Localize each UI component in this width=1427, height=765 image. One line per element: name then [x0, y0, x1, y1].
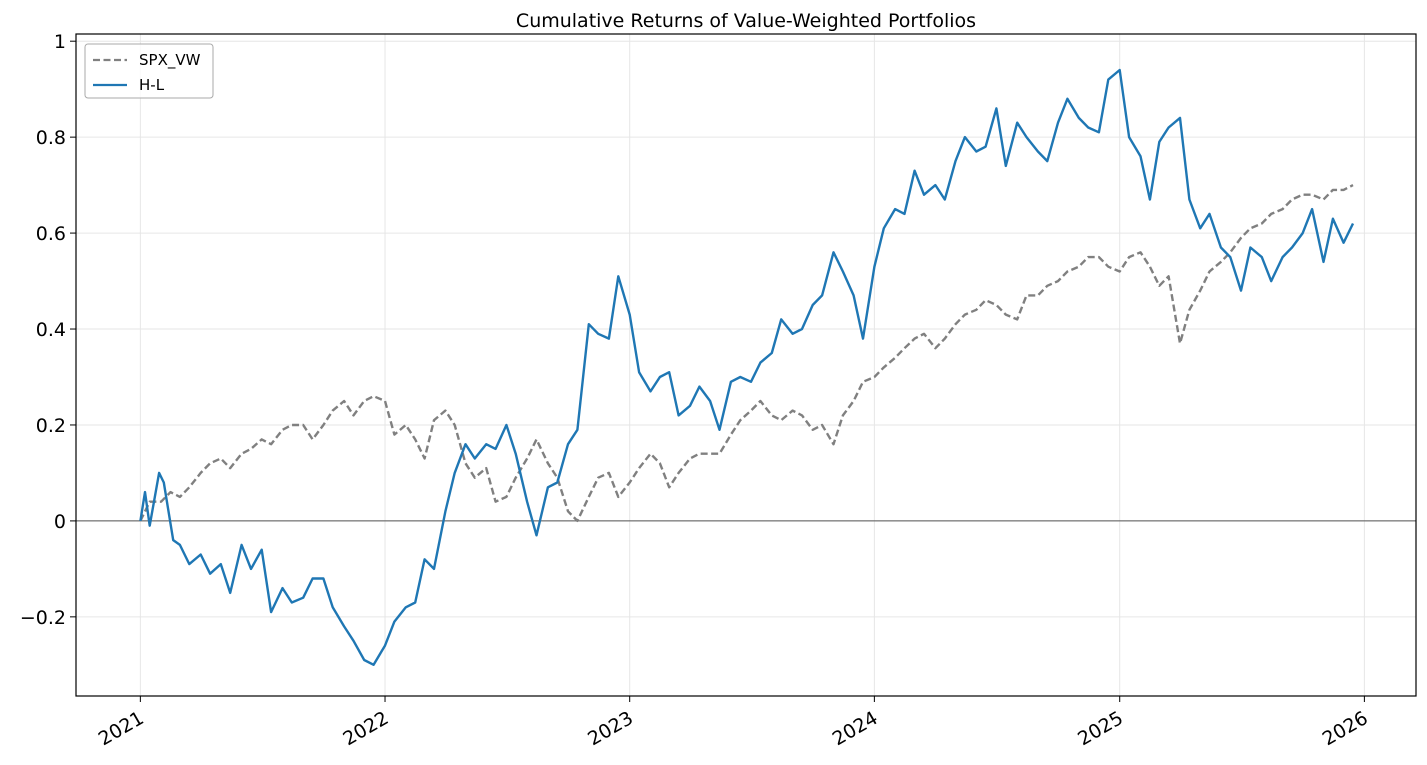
y-tick-label: 0 [54, 511, 66, 533]
y-tick-label: 1 [54, 31, 66, 53]
y-tick-label: 0.8 [36, 127, 66, 149]
legend-label-h-l: H-L [139, 76, 165, 94]
y-tick-label: 0.4 [36, 319, 66, 341]
y-tick-label: −0.2 [20, 607, 66, 629]
legend: SPX_VW H-L [84, 43, 214, 99]
series-line-h-l [139, 68, 1355, 666]
y-tick-label: 0.6 [36, 223, 66, 245]
plot-frame [75, 33, 1417, 697]
grid-lines [76, 34, 1416, 696]
series-lines [139, 68, 1355, 666]
series-line-spx-vw [139, 184, 1354, 523]
chart-title: Cumulative Returns of Value-Weighted Por… [516, 10, 976, 32]
y-tick-label: 0.2 [36, 415, 66, 437]
legend-label-spx-vw: SPX_VW [139, 51, 201, 70]
